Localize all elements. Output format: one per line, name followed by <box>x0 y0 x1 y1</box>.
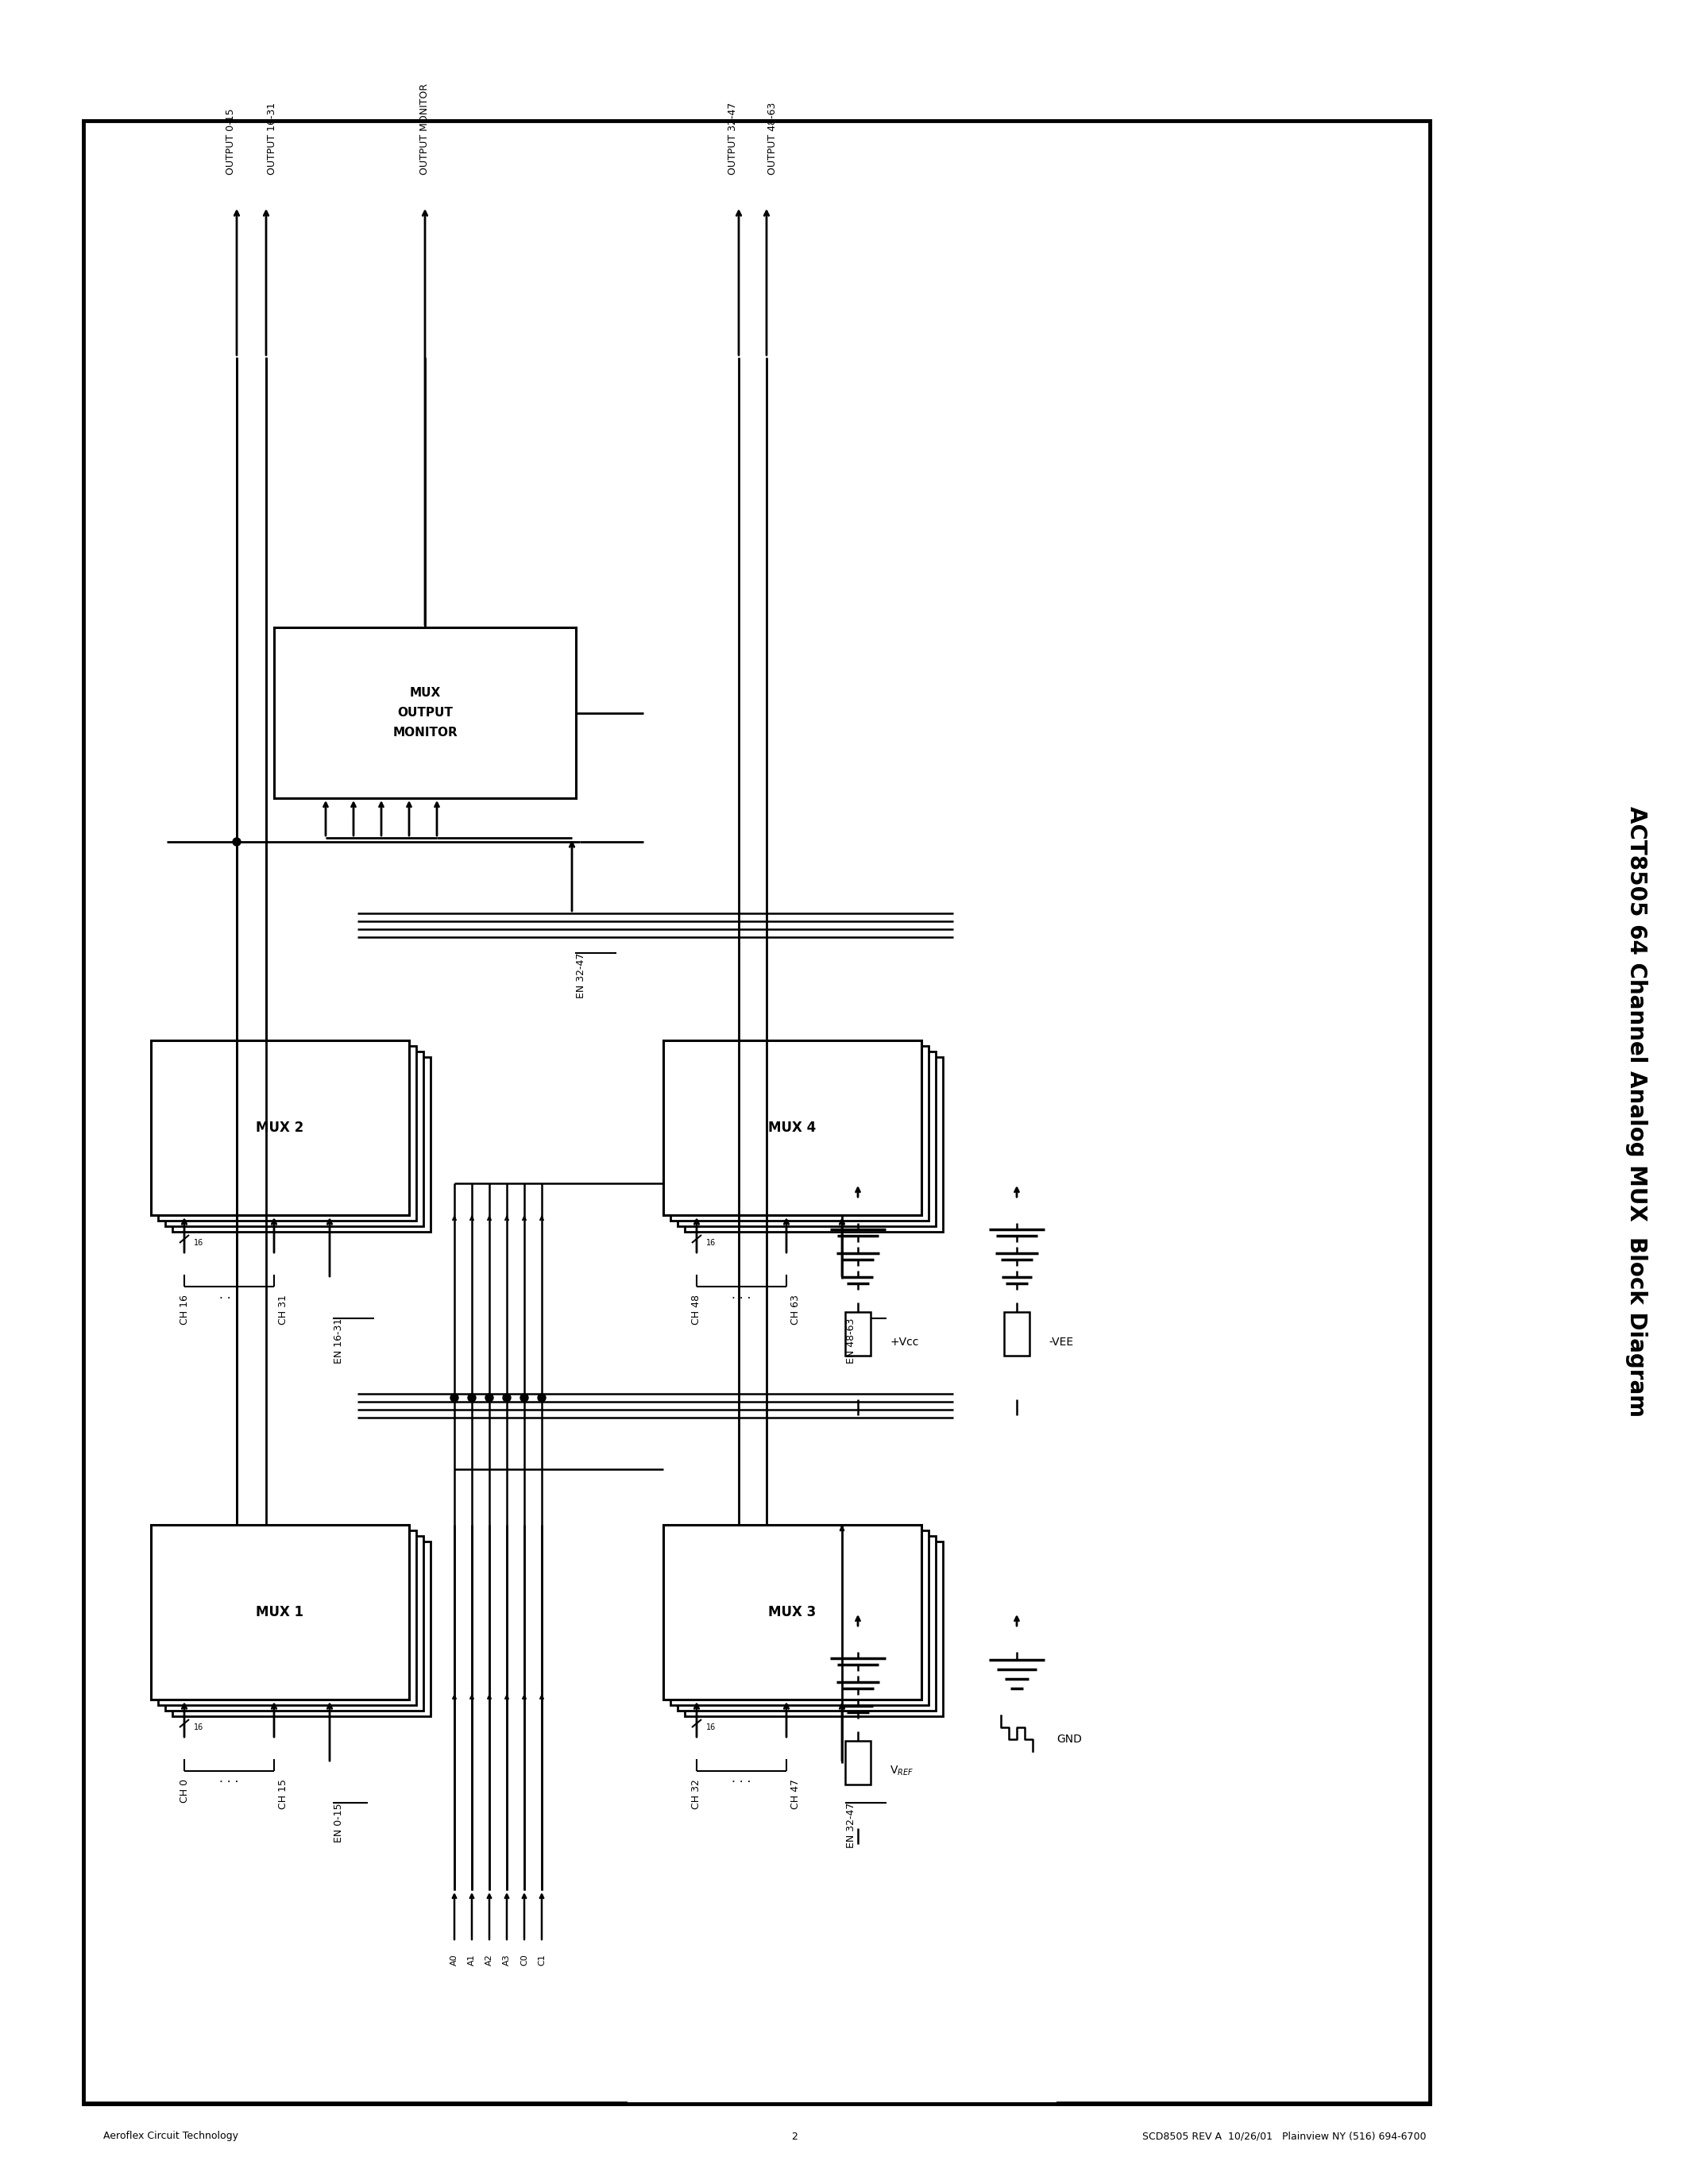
Bar <box>663 1040 922 1214</box>
Text: EN 48-63: EN 48-63 <box>846 1319 856 1363</box>
Text: . . .: . . . <box>733 1773 751 1784</box>
Text: A2: A2 <box>486 1955 493 1966</box>
Bar <box>846 1313 871 1356</box>
Bar <box>670 1046 928 1221</box>
Text: CH 0: CH 0 <box>179 1780 189 1804</box>
Text: CH 47: CH 47 <box>790 1780 800 1808</box>
Text: CH 31: CH 31 <box>279 1295 289 1324</box>
Circle shape <box>468 1393 476 1402</box>
Bar <box>685 1057 944 1232</box>
Text: SCD8505 REV A  10/26/01   Plainview NY (516) 694-6700: SCD8505 REV A 10/26/01 Plainview NY (516… <box>1141 2132 1426 2143</box>
Text: . . .: . . . <box>733 1289 751 1299</box>
Circle shape <box>451 1393 459 1402</box>
Bar <box>1004 1313 1030 1356</box>
Text: C0: C0 <box>520 1955 528 1966</box>
Text: A3: A3 <box>503 1955 511 1966</box>
Bar <box>159 1531 417 1706</box>
Text: 2: 2 <box>792 2132 797 2143</box>
Text: -VEE: -VEE <box>1048 1337 1074 1348</box>
Bar <box>677 1051 935 1225</box>
Text: OUTPUT 32-47: OUTPUT 32-47 <box>728 103 738 175</box>
Text: CH 32: CH 32 <box>692 1780 702 1808</box>
Text: 16: 16 <box>194 1723 204 1732</box>
Circle shape <box>486 1393 493 1402</box>
Text: 16: 16 <box>706 1723 716 1732</box>
Text: CH 48: CH 48 <box>692 1295 702 1326</box>
Text: 16: 16 <box>706 1238 716 1247</box>
Circle shape <box>538 1393 545 1402</box>
Text: CH 16: CH 16 <box>179 1295 189 1324</box>
Text: CH 63: CH 63 <box>790 1295 800 1324</box>
Bar <box>150 1524 408 1699</box>
Text: MUX 4: MUX 4 <box>768 1120 817 1136</box>
Text: OUTPUT 48-63: OUTPUT 48-63 <box>766 103 776 175</box>
Text: V$_{REF}$: V$_{REF}$ <box>890 1765 913 1778</box>
Text: MUX 1: MUX 1 <box>257 1605 304 1618</box>
Text: MUX 2: MUX 2 <box>257 1120 304 1136</box>
Bar <box>273 627 576 797</box>
Bar <box>846 1741 871 1784</box>
Text: CH 15: CH 15 <box>279 1780 289 1808</box>
Bar <box>150 1040 408 1214</box>
Text: Aeroflex Circuit Technology: Aeroflex Circuit Technology <box>103 2132 238 2143</box>
Text: OUTPUT 16-31: OUTPUT 16-31 <box>267 103 277 175</box>
Bar <box>663 1524 922 1699</box>
Bar <box>172 1542 430 1717</box>
Bar <box>670 1531 928 1706</box>
Circle shape <box>233 839 241 845</box>
Bar <box>685 1542 944 1717</box>
Text: MONITOR: MONITOR <box>393 727 457 738</box>
Text: OUTPUT 0-15: OUTPUT 0-15 <box>226 109 236 175</box>
Circle shape <box>503 1393 511 1402</box>
Text: EN 0-15: EN 0-15 <box>334 1802 344 1843</box>
Text: . . .: . . . <box>219 1289 240 1299</box>
Text: EN 32-47: EN 32-47 <box>846 1802 856 1848</box>
Text: MUX: MUX <box>410 688 441 699</box>
Bar <box>165 1535 424 1710</box>
Text: EN 16-31: EN 16-31 <box>334 1319 344 1363</box>
Bar <box>172 1057 430 1232</box>
Text: OUTPUT MONITOR: OUTPUT MONITOR <box>420 83 430 175</box>
Bar <box>159 1046 417 1221</box>
Bar <box>165 1051 424 1225</box>
Text: GND: GND <box>1057 1734 1082 1745</box>
Circle shape <box>520 1393 528 1402</box>
Text: +Vcc: +Vcc <box>890 1337 918 1348</box>
Text: OUTPUT: OUTPUT <box>397 708 452 719</box>
Text: 16: 16 <box>194 1238 204 1247</box>
Text: ACT8505 64 Channel Analog MUX  Block Diagram: ACT8505 64 Channel Analog MUX Block Diag… <box>1626 806 1647 1417</box>
Bar <box>677 1535 935 1710</box>
Text: MUX 3: MUX 3 <box>768 1605 817 1618</box>
Text: A0: A0 <box>451 1955 459 1966</box>
Text: C1: C1 <box>538 1955 545 1966</box>
Text: EN 32-47: EN 32-47 <box>576 952 586 998</box>
Bar <box>83 120 1430 2103</box>
Text: . . .: . . . <box>219 1773 240 1784</box>
Text: A1: A1 <box>468 1955 476 1966</box>
